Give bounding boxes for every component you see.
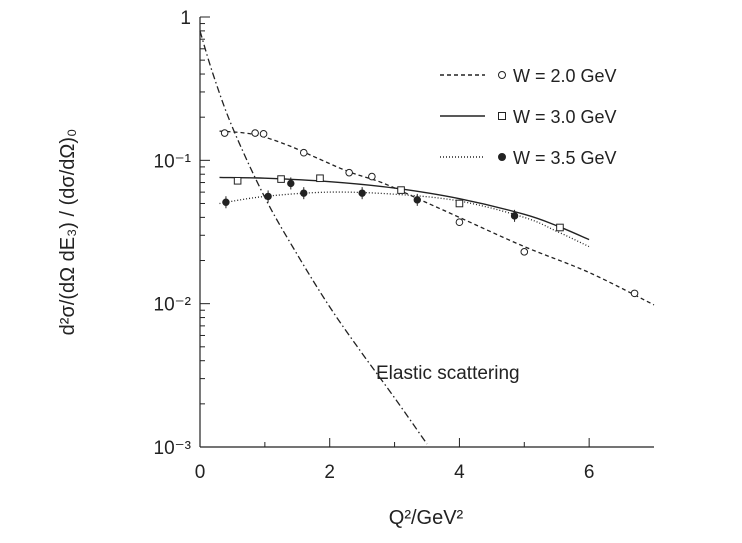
legend-label-w35: W = 3.5 GeV bbox=[513, 148, 617, 168]
data-point bbox=[233, 176, 242, 185]
data-point bbox=[259, 130, 268, 138]
y-tick-label: 10⁻¹ bbox=[154, 151, 192, 172]
data-point bbox=[510, 212, 519, 220]
axes: 0 2 4 6 1 10⁻¹ 10⁻² 10⁻³ bbox=[154, 8, 654, 483]
data-point bbox=[299, 148, 308, 157]
y-axis-title: d²σ/(dΩ dE₃) / (dσ/dΩ)₀ bbox=[57, 129, 79, 336]
annotation-elastic: Elastic scattering bbox=[376, 363, 520, 384]
x-tick-label: 6 bbox=[584, 462, 595, 483]
y-tick-label: 10⁻³ bbox=[154, 438, 192, 459]
legend: W = 2.0 GeV W = 3.0 GeV W = 3.5 GeV bbox=[440, 66, 617, 168]
data-point bbox=[556, 223, 564, 232]
y-tick-label: 10⁻² bbox=[154, 295, 192, 316]
data-point bbox=[264, 192, 272, 201]
data-point bbox=[251, 129, 259, 137]
series-curve-2 bbox=[219, 191, 590, 248]
data-point bbox=[413, 196, 421, 204]
x-tick-label: 4 bbox=[454, 462, 465, 483]
data-point bbox=[630, 289, 639, 298]
x-axis-title: Q²/GeV² bbox=[389, 507, 464, 529]
data-point bbox=[455, 199, 464, 208]
legend-label-w20: W = 2.0 GeV bbox=[513, 66, 617, 86]
data-point bbox=[300, 189, 308, 197]
data-point bbox=[287, 179, 295, 188]
data-point bbox=[220, 129, 229, 137]
legend-label-w30: W = 3.0 GeV bbox=[513, 107, 617, 127]
legend-marker-w30 bbox=[498, 112, 506, 120]
y-tick-label: 1 bbox=[180, 8, 191, 29]
series-points bbox=[220, 129, 639, 298]
x-tick-label: 0 bbox=[195, 462, 206, 483]
data-point bbox=[520, 248, 529, 256]
series-curve-3 bbox=[199, 30, 428, 445]
legend-marker-w35 bbox=[498, 153, 506, 161]
data-point bbox=[316, 174, 324, 183]
data-point bbox=[345, 168, 353, 177]
data-point bbox=[222, 198, 230, 206]
legend-marker-w20 bbox=[498, 71, 506, 79]
data-point bbox=[397, 186, 405, 194]
series-curve-1 bbox=[219, 176, 590, 241]
data-point bbox=[368, 172, 376, 181]
x-tick-label: 2 bbox=[324, 462, 335, 483]
data-point bbox=[277, 175, 285, 183]
data-point bbox=[358, 189, 366, 197]
data-point bbox=[455, 218, 464, 227]
